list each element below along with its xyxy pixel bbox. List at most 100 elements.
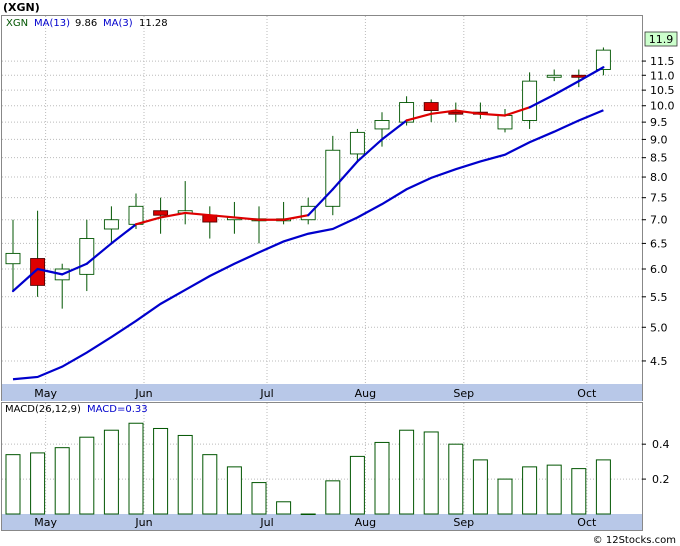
macd-bar (571, 468, 587, 515)
legend-symbol: XGN (6, 18, 28, 29)
candle-body-up (595, 49, 611, 70)
macd-bar (54, 447, 70, 515)
macd-bar (595, 459, 611, 515)
macd-bar (251, 482, 267, 515)
candle (423, 99, 439, 123)
ma3-line-segment (159, 211, 187, 219)
macd-bar (30, 452, 46, 515)
watermark: © 12Stocks.com (593, 535, 676, 546)
macd-y-tick-label: 0.2 (652, 473, 670, 486)
chart-title: (XGN) (3, 1, 40, 14)
macd-bar (374, 441, 390, 515)
candle (546, 69, 562, 82)
ma3-line-segment (282, 214, 310, 221)
ma3-line-segment (479, 112, 507, 117)
macd-bar-series (5, 422, 611, 515)
macd-params-label: MACD(26,12,9) (5, 404, 81, 415)
x-tick-labels: May May Jun Jun Jul Jul Aug Aug Sep Sep Oct Oct (34, 387, 597, 529)
candle-body-up (300, 205, 316, 221)
candle (128, 193, 144, 229)
macd-bar (399, 429, 415, 515)
ma3-line-segment (528, 93, 556, 109)
price-legend: XGN MA(13) 9.86 MA(3) 11.28 (6, 18, 168, 29)
ma3-line-segment (208, 214, 236, 219)
price-y-tick-label: 11.5 (650, 55, 675, 68)
legend-ma3-value: 11.28 (139, 18, 168, 29)
price-y-tick-label: 11.0 (650, 69, 675, 82)
price-y-tick-label: 9.5 (650, 116, 668, 129)
candle-body-up (325, 149, 341, 207)
ma3-line-segment (553, 80, 580, 96)
last-price-box (644, 31, 678, 47)
macd-x-tick-label: Oct (577, 516, 597, 529)
price-y-tick-labels: 4.5 5.0 5.5 6.0 6.5 7.0 7.5 8.0 8.5 9.0 9.5 10.0 10.… (642, 55, 675, 368)
ma3-line-segment (61, 262, 88, 276)
price-x-tick-label: Jul (259, 387, 273, 400)
ma3-line-segment (233, 216, 261, 221)
price-y-tick-label: 7.5 (650, 192, 668, 205)
macd-legend: MACD(26,12,9) MACD=0.33 (5, 404, 148, 415)
macd-x-tick-label: Aug (355, 516, 376, 529)
ma13-line (12, 109, 604, 381)
price-x-tick-label: Oct (577, 387, 597, 400)
ma3-line-segment (184, 211, 211, 217)
month-gridlines (45, 16, 588, 514)
ma3-line-segment (380, 119, 408, 141)
candle-body-up (399, 102, 415, 123)
candle-body-up (79, 238, 95, 275)
candle-body-up (5, 252, 21, 265)
candle (448, 102, 464, 123)
macd-bar (276, 501, 292, 515)
candle-body-down (571, 74, 587, 78)
macd-bar (202, 454, 218, 515)
macd-bar (177, 434, 193, 515)
price-y-tick-label: 5.0 (650, 321, 668, 334)
candle (153, 197, 169, 234)
macd-bar (472, 459, 488, 515)
macd-y-tick-label: 0.4 (652, 438, 670, 451)
legend-ma3-label: MA(3) (103, 18, 133, 29)
ma3-line-segment (331, 160, 359, 191)
candle-body-down (153, 210, 169, 216)
ma3-line-segment (11, 267, 39, 293)
legend-ma13-label: MA(13) (34, 18, 70, 29)
ma3-line-segment (405, 112, 433, 122)
ma3-line-segment (577, 66, 605, 83)
ma3-line-segment (134, 216, 162, 226)
price-y-tick-label: 6.5 (650, 237, 668, 250)
candle (103, 206, 119, 244)
ma3-line-segment (36, 267, 64, 276)
macd-bar (497, 478, 513, 515)
macd-bar (522, 466, 538, 515)
macd-x-tick-label: Jul (259, 516, 273, 529)
macd-y-tick-labels: 0.2 0.4 (642, 438, 670, 486)
ma3-line-segment (503, 106, 531, 117)
candle (349, 128, 365, 162)
ma3-line-segment (85, 242, 113, 265)
macd-x-tick-label: May (34, 516, 57, 529)
last-price-label: 11.9 (649, 33, 674, 46)
candle-body-up (522, 80, 538, 121)
price-x-tick-label: Sep (453, 387, 474, 400)
macd-bar (349, 455, 365, 515)
price-y-tick-label: 10.0 (650, 100, 675, 113)
price-y-tick-label: 8.5 (650, 152, 668, 165)
macd-x-tick-label: Jun (134, 516, 152, 529)
candle-body-up (128, 205, 144, 225)
candle (5, 219, 21, 292)
candle-body-up (349, 131, 365, 155)
macd-bar (5, 454, 21, 515)
price-y-tick-label: 10.5 (650, 84, 675, 97)
candle-body-up (374, 120, 390, 130)
macd-bar (423, 431, 439, 515)
candle (522, 72, 538, 129)
price-y-tick-label: 9.0 (650, 133, 668, 146)
macd-panel (1, 402, 643, 531)
candle-body-down (448, 111, 464, 115)
macd-bar (226, 466, 242, 515)
price-x-tick-label: May (34, 387, 57, 400)
macd-bar (128, 422, 144, 515)
candle-body-down (423, 102, 439, 112)
macd-x-tick-label: Sep (453, 516, 474, 529)
